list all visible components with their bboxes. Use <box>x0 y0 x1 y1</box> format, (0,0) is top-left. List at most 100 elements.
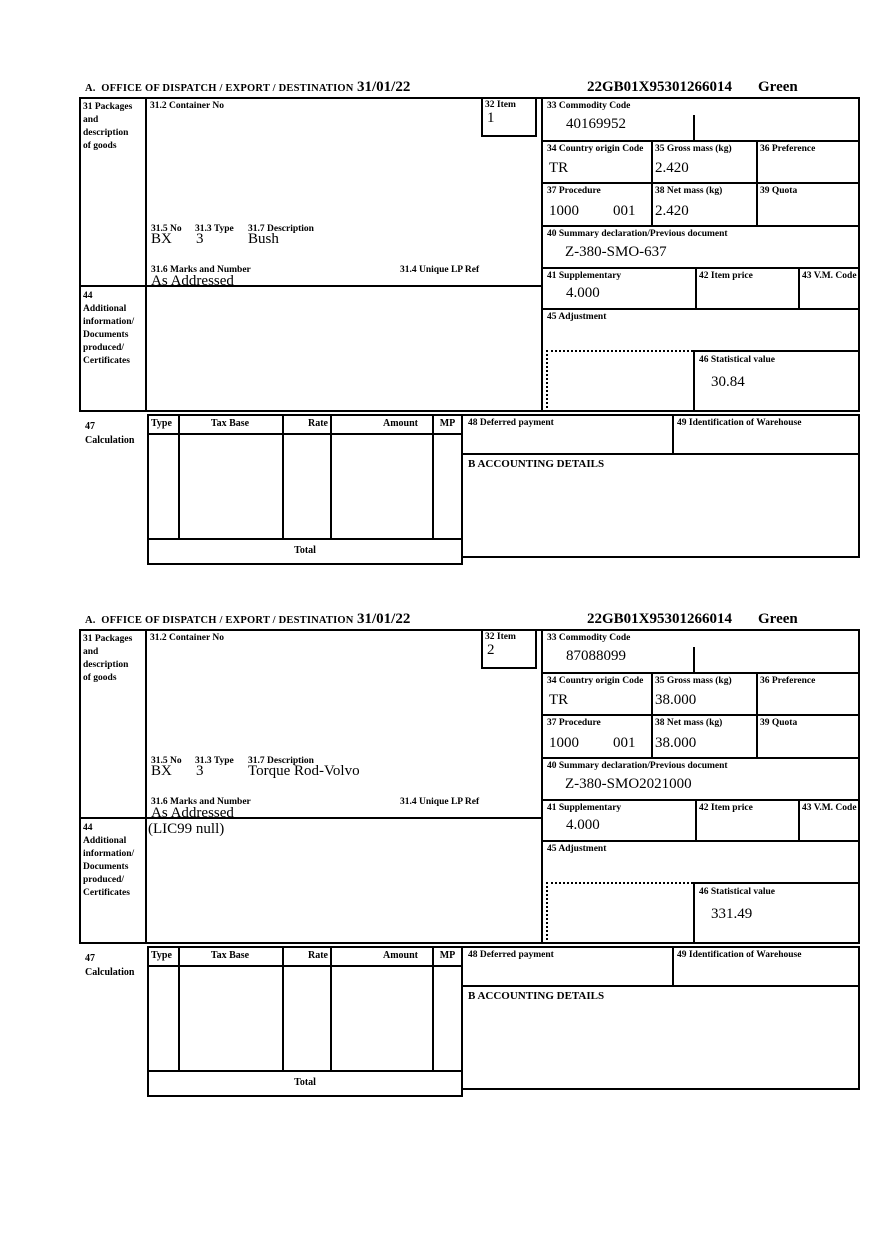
divider-row40-bottom <box>541 267 860 269</box>
previous-document-value: Z-380-SMO2021000 <box>565 776 692 792</box>
package-type-label: 31.3 Type <box>195 224 234 234</box>
box31-packages-label: 31 Packages and description of goods <box>83 634 133 683</box>
box44-additional-info-label: 44 Additional information/ Documents pro… <box>83 291 135 366</box>
dotted-line-vertical <box>546 882 548 944</box>
commodity-code-value: 87088099 <box>566 648 626 664</box>
divider-commodity-code <box>693 647 695 672</box>
divider-row37-bottom <box>541 757 860 759</box>
calc-col-divider <box>432 948 434 1070</box>
divider-col42 <box>695 267 697 310</box>
description-label: 31.7 Description <box>248 756 314 766</box>
calc-col-divider <box>432 416 434 538</box>
calc-header-mp: MP <box>439 418 456 429</box>
country-origin-value: TR <box>549 160 569 176</box>
package-type-label: 31.3 Type <box>195 756 234 766</box>
calc-total-divider <box>149 1070 461 1072</box>
net-mass-label: 38 Net mass (kg) <box>655 186 723 196</box>
package-no-label: 31.5 No <box>151 224 182 234</box>
divider-row34-bottom <box>541 182 860 184</box>
box32-item-border <box>481 629 537 669</box>
entry-reference-number: 22GB01X95301266014 <box>587 79 733 95</box>
package-no-label: 31.5 No <box>151 756 182 766</box>
divider-row48-bottom <box>463 985 860 987</box>
declaration-reference-row: 22GB01X95301266014 Green <box>587 79 798 96</box>
divider-row41-bottom <box>541 308 860 310</box>
box47-calculation-label: 47 Calculation <box>85 953 135 978</box>
preference-label: 36 Preference <box>760 676 816 686</box>
divider-box31-bottom <box>79 817 543 819</box>
declaration-reference-row: 22GB01X95301266014 Green <box>587 611 798 628</box>
marks-and-number-label: 31.6 Marks and Number <box>151 265 251 275</box>
divider-row33-bottom <box>541 140 860 142</box>
vm-code-label: 43 V.M. Code <box>802 803 857 813</box>
quota-label: 39 Quota <box>760 186 798 196</box>
accounting-details-label: B ACCOUNTING DETAILS <box>468 990 605 1002</box>
item-number-label: 32 Item <box>485 632 516 642</box>
calc-col-divider <box>330 416 332 538</box>
commodity-code-value: 40169952 <box>566 116 626 132</box>
warehouse-id-label: 49 Identification of Warehouse <box>677 418 802 428</box>
supplementary-label: 41 Supplementary <box>547 271 622 281</box>
supplementary-units-value: 4.000 <box>566 285 600 301</box>
statistical-value: 30.84 <box>711 374 745 390</box>
package-count-value: BX <box>151 231 172 247</box>
item-price-label: 42 Item price <box>699 803 753 813</box>
divider-row41-bottom <box>541 840 860 842</box>
box47-calculation-label: 47 Calculation <box>85 421 135 446</box>
divider-row34-bottom <box>541 714 860 716</box>
divider-left-column <box>145 629 147 944</box>
divider-col35 <box>651 140 653 227</box>
quota-label: 39 Quota <box>760 718 798 728</box>
statistical-value: 331.49 <box>711 906 753 922</box>
calc-col-divider <box>282 416 284 538</box>
divider-left-column <box>145 97 147 412</box>
item-price-label: 42 Item price <box>699 271 753 281</box>
statistical-value-label: 46 Statistical value <box>699 887 775 897</box>
net-mass-value: 38.000 <box>655 735 697 751</box>
package-count-value: BX <box>151 763 172 779</box>
container-no-label: 31.2 Container No <box>150 633 224 643</box>
routing-channel: Green <box>758 79 798 95</box>
box46-statistical-border <box>693 882 860 944</box>
calc-header-rate: Rate <box>308 418 328 429</box>
divider-col42 <box>695 799 697 842</box>
supplementary-units-value: 4.000 <box>566 817 600 833</box>
divider-box31-bottom <box>79 285 543 287</box>
gross-mass-label: 35 Gross mass (kg) <box>655 676 732 686</box>
marks-and-number-label: 31.6 Marks and Number <box>151 797 251 807</box>
divider-row48-bottom <box>463 453 860 455</box>
divider-col36 <box>756 140 758 227</box>
package-type-value: 3 <box>196 763 204 779</box>
calc-header-type: Type <box>151 950 172 961</box>
divider-row33-bottom <box>541 672 860 674</box>
procedure-value-row: 1000 001 <box>549 735 636 752</box>
additional-information-value: (LIC99 null) <box>148 821 225 837</box>
calc-header-amount: Amount <box>382 950 418 961</box>
procedure-value: 1000 <box>549 735 579 751</box>
calculation-table-border <box>147 414 463 565</box>
divider-col35 <box>651 672 653 759</box>
item-number-value: 1 <box>487 110 495 126</box>
calc-total-label: Total <box>294 1077 316 1088</box>
divider-col49 <box>672 416 674 453</box>
calc-header-rate: Rate <box>308 950 328 961</box>
deferred-payment-label: 48 Deferred payment <box>468 950 554 960</box>
package-type-value: 3 <box>196 231 204 247</box>
box46-statistical-border <box>693 350 860 412</box>
calc-header-divider <box>149 965 461 967</box>
calc-header-amount: Amount <box>382 418 418 429</box>
calc-col-divider <box>330 948 332 1070</box>
divider-col49 <box>672 948 674 985</box>
calc-header-divider <box>149 433 461 435</box>
calc-header-type: Type <box>151 418 172 429</box>
dotted-line-horizontal <box>546 350 693 352</box>
preference-label: 36 Preference <box>760 144 816 154</box>
accounting-region-border <box>463 414 860 558</box>
item-number-label: 32 Item <box>485 100 516 110</box>
supplementary-label: 41 Supplementary <box>547 803 622 813</box>
statistical-value-label: 46 Statistical value <box>699 355 775 365</box>
grid-outer-border <box>79 97 860 412</box>
divider-col43 <box>798 267 800 310</box>
commodity-code-label: 33 Commodity Code <box>547 633 631 643</box>
calc-header-tax-base: Tax Base <box>210 950 250 961</box>
